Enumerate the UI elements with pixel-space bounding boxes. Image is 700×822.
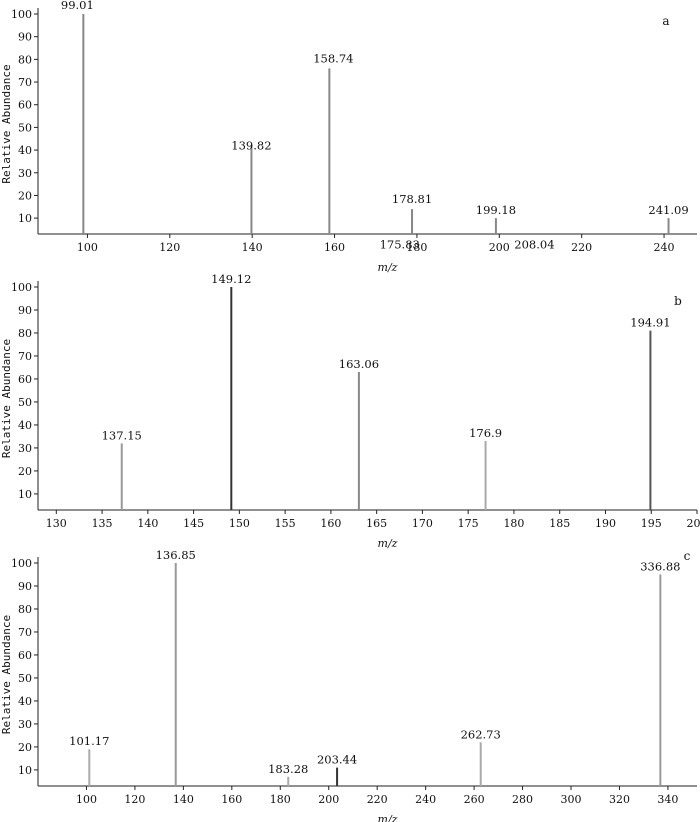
- y-tick-label: 50: [18, 396, 32, 409]
- peak-label: 163.06: [339, 357, 379, 371]
- x-tick-label: 200: [687, 517, 700, 530]
- peak-label: 208.04: [514, 237, 554, 251]
- y-tick-label: 40: [18, 695, 32, 708]
- x-tick-label: 140: [137, 517, 158, 530]
- x-tick-label: 185: [549, 517, 570, 530]
- panel-tag: a: [662, 14, 669, 28]
- y-tick-label: 60: [18, 649, 32, 662]
- x-tick-label: 200: [318, 793, 339, 806]
- y-tick-label: 90: [18, 304, 32, 317]
- x-tick-label: 240: [415, 793, 436, 806]
- x-tick-label: 190: [595, 517, 616, 530]
- y-tick-label: 30: [18, 718, 32, 731]
- x-tick-label: 100: [77, 241, 98, 254]
- x-tick-label: 180: [270, 793, 291, 806]
- spectrum-panel-a: 10 20 30 40 50 60 70 80 90 100 100 120 140 160 180 200 2…: [0, 0, 697, 274]
- y-tick-label: 10: [18, 764, 32, 777]
- y-tick-label: 60: [18, 99, 32, 112]
- y-tick-label: 40: [18, 419, 32, 432]
- x-tick-label: 195: [641, 517, 662, 530]
- peak-label: 199.18: [476, 203, 516, 217]
- x-tick-label: 140: [242, 241, 263, 254]
- peak-label: 194.91: [630, 316, 670, 330]
- peak-label: 149.12: [211, 272, 251, 286]
- peak-label: 136.85: [156, 548, 196, 562]
- y-tick-label: 10: [18, 212, 32, 225]
- y-tick-label: 20: [18, 189, 32, 202]
- y-axis-title: Relative Abundance: [0, 615, 13, 734]
- y-axis-title: Relative Abundance: [0, 339, 13, 458]
- y-tick-label: 50: [18, 672, 32, 685]
- peak-label: 139.82: [231, 139, 271, 153]
- y-tick-label: 80: [18, 603, 32, 616]
- y-tick-label: 100: [11, 557, 32, 570]
- x-tick-label: 155: [275, 517, 296, 530]
- y-tick-label: 70: [18, 626, 32, 639]
- x-tick-label: 100: [76, 793, 97, 806]
- x-tick-label: 165: [366, 517, 387, 530]
- y-tick-label: 30: [18, 442, 32, 455]
- y-tick-label: 80: [18, 53, 32, 66]
- x-tick-label: 220: [367, 793, 388, 806]
- x-tick-label: 150: [229, 517, 250, 530]
- y-tick-label: 100: [11, 8, 32, 21]
- x-axis-title: m/z: [378, 813, 398, 822]
- y-tick-label: 50: [18, 121, 32, 134]
- peak-label: 101.17: [69, 734, 109, 748]
- y-tick-label: 30: [18, 167, 32, 180]
- x-tick-label: 170: [412, 517, 433, 530]
- peak-label: 158.74: [313, 51, 353, 65]
- x-tick-label: 160: [221, 793, 242, 806]
- peak-label: 183.28: [268, 762, 308, 776]
- x-tick-label: 135: [92, 517, 113, 530]
- x-tick-label: 180: [406, 241, 427, 254]
- x-tick-label: 145: [183, 517, 204, 530]
- x-tick-label: 140: [173, 793, 194, 806]
- x-tick-label: 200: [489, 241, 510, 254]
- peak-label: 262.73: [461, 727, 501, 741]
- peak-label: 241.09: [648, 203, 688, 217]
- y-tick-label: 20: [18, 741, 32, 754]
- x-tick-label: 320: [609, 793, 630, 806]
- x-tick-label: 130: [46, 517, 67, 530]
- x-tick-label: 340: [657, 793, 678, 806]
- y-tick-label: 20: [18, 465, 32, 478]
- spectrum-panel-c: 10 20 30 40 50 60 70 80 90 100 100 120 140 160 180 200 2…: [0, 548, 697, 822]
- y-tick-label: 70: [18, 76, 32, 89]
- x-tick-label: 120: [159, 241, 180, 254]
- peak-label: 203.44: [317, 753, 357, 767]
- x-tick-label: 300: [561, 793, 582, 806]
- spectrum-panel-b: 10 20 30 40 50 60 70 80 90 100 130 135 140 145 150 155 1…: [0, 272, 700, 550]
- peak-label: 178.81: [392, 192, 432, 206]
- y-tick-label: 40: [18, 144, 32, 157]
- y-tick-label: 60: [18, 373, 32, 386]
- x-tick-label: 260: [464, 793, 485, 806]
- x-tick-label: 175: [458, 517, 479, 530]
- x-axis-title: m/z: [378, 261, 398, 274]
- y-tick-label: 70: [18, 350, 32, 363]
- panel-tag: c: [684, 549, 691, 563]
- y-tick-label: 10: [18, 488, 32, 501]
- peak-label: 336.88: [640, 559, 680, 573]
- x-tick-label: 180: [503, 517, 524, 530]
- x-tick-label: 220: [571, 241, 592, 254]
- x-tick-label: 240: [654, 241, 675, 254]
- y-tick-label: 100: [11, 281, 32, 294]
- y-tick-label: 90: [18, 580, 32, 593]
- peak-label: 137.15: [102, 428, 142, 442]
- x-tick-label: 160: [324, 241, 345, 254]
- peak-label: 175.83: [380, 237, 420, 251]
- y-axis-title: Relative Abundance: [0, 64, 13, 183]
- x-tick-label: 160: [320, 517, 341, 530]
- x-tick-label: 280: [512, 793, 533, 806]
- panel-tag: b: [674, 294, 682, 308]
- x-tick-label: 120: [124, 793, 145, 806]
- x-axis-title: m/z: [378, 537, 398, 550]
- peak-label: 99.01: [61, 0, 94, 12]
- peak-label: 176.9: [469, 426, 502, 440]
- y-tick-label: 90: [18, 31, 32, 44]
- y-tick-label: 80: [18, 327, 32, 340]
